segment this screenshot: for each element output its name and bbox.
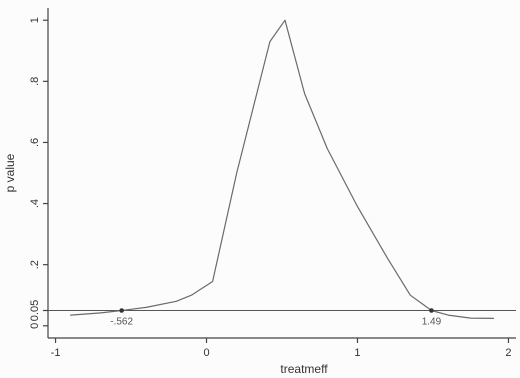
ci-point-label: 1.49: [422, 317, 442, 328]
series-layer: [69, 19, 494, 319]
y-tick-label: .6: [29, 138, 41, 147]
y-tick-label: 0.05: [29, 300, 41, 321]
points-layer: -.562 1.49: [110, 308, 442, 328]
x-axis-title: treatmeff: [280, 362, 328, 376]
x-tick-label: 0: [203, 347, 209, 359]
ci-point: [429, 308, 434, 313]
y-tick-label: .2: [29, 260, 41, 269]
x-tick-label: -1: [51, 347, 61, 359]
p-value-curve: [69, 19, 494, 319]
ci-point-label: -.562: [110, 317, 133, 328]
y-tick-label: .8: [29, 77, 41, 86]
y-tick-label: 1: [29, 17, 41, 23]
y-tick-label: 0: [29, 323, 41, 329]
x-tick-label: 1: [354, 347, 360, 359]
y-tick-label: .4: [29, 199, 41, 208]
y-axis-title: p value: [3, 153, 17, 192]
x-tick-label: 2: [505, 347, 511, 359]
axes-layer: 0 0.05 .2 .4 .6 .8 1 -1 0 1 2: [29, 8, 516, 359]
ci-point: [119, 308, 124, 313]
